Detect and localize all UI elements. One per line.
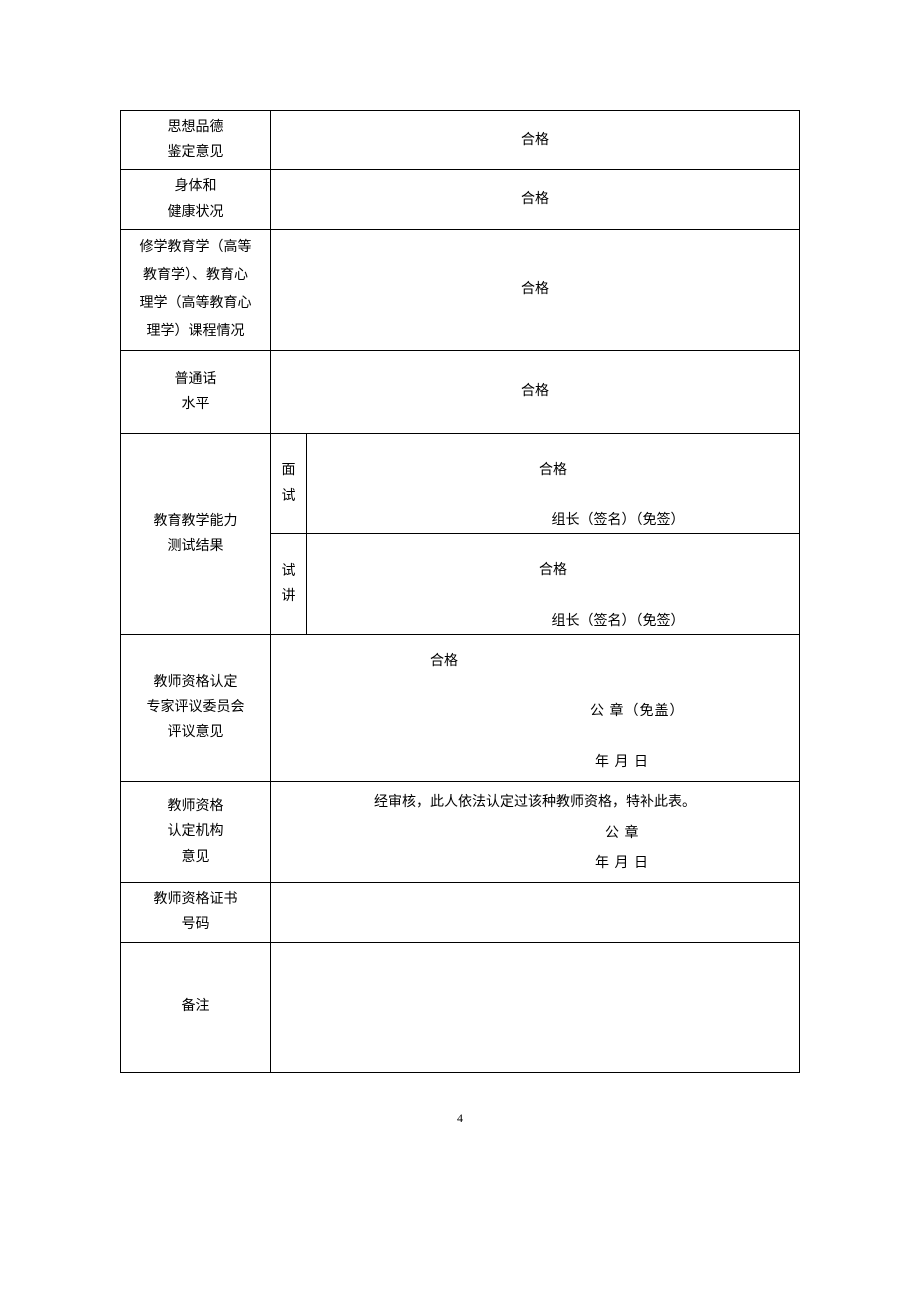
courses-label-3: 理学（高等教育心: [140, 296, 252, 311]
row-cert-number: 教师资格证书 号码: [121, 883, 800, 942]
health-label-2: 健康状况: [168, 205, 224, 220]
row-agency: 教师资格 认定机构 意见 经审核，此人依法认定过该种教师资格，特补此表。 公 章…: [121, 781, 800, 882]
row-committee: 教师资格认定 专家评议委员会 评议意见 合格 公 章（免盖） 年 月 日: [121, 634, 800, 781]
moral-label-2: 鉴定意见: [168, 145, 224, 160]
courses-label-1: 修学教育学（高等: [140, 240, 252, 255]
agency-seal: 公 章: [275, 819, 795, 850]
row-interview: 教育教学能力 测试结果 面 试 合格 组长（签名）（免签）: [121, 433, 800, 534]
interview-value: 合格: [311, 458, 795, 483]
teaching-label-2: 测试结果: [168, 539, 224, 554]
agency-label-3: 意见: [182, 850, 210, 865]
moral-label-1: 思想品德: [168, 120, 224, 135]
certification-table: 思想品德 鉴定意见 合格 身体和 健康状况 合格 修学教育学（高等 教育学）、教…: [120, 110, 800, 1073]
courses-label-2: 教育学）、教育心: [143, 268, 248, 283]
certnum-value: [271, 883, 800, 942]
committee-label-3: 评议意见: [168, 725, 224, 740]
agency-label-1: 教师资格: [168, 799, 224, 814]
committee-label-1: 教师资格认定: [154, 675, 238, 690]
interview-sublabel-1: 面: [282, 463, 296, 478]
committee-value: 合格: [275, 649, 795, 674]
interview-sign: 组长（签名）（免签）: [311, 508, 795, 533]
mandarin-value: 合格: [271, 350, 800, 433]
agency-date: 年 月 日: [275, 849, 795, 880]
row-health: 身体和 健康状况 合格: [121, 170, 800, 229]
committee-seal: 公 章（免盖）: [275, 699, 795, 724]
page-number: 4: [120, 1111, 800, 1126]
lecture-sign: 组长（签名）（免签）: [311, 609, 795, 634]
remarks-value: [271, 942, 800, 1072]
agency-statement: 经审核，此人依法认定过该种教师资格，特补此表。: [275, 788, 795, 819]
lecture-sublabel-2: 讲: [282, 589, 296, 604]
lecture-value: 合格: [311, 558, 795, 583]
health-label-1: 身体和: [175, 179, 217, 194]
mandarin-label-1: 普通话: [175, 372, 217, 387]
agency-label-2: 认定机构: [168, 824, 224, 839]
teaching-label-1: 教育教学能力: [154, 514, 238, 529]
certnum-label-2: 号码: [182, 917, 210, 932]
courses-value: 合格: [271, 229, 800, 350]
moral-value: 合格: [271, 111, 800, 170]
row-remarks: 备注: [121, 942, 800, 1072]
certnum-label-1: 教师资格证书: [154, 892, 238, 907]
committee-label-2: 专家评议委员会: [147, 700, 245, 715]
lecture-sublabel-1: 试: [282, 564, 296, 579]
remarks-label: 备注: [121, 942, 271, 1072]
courses-label-4: 理学）课程情况: [147, 324, 245, 339]
interview-sublabel-2: 试: [282, 489, 296, 504]
health-value: 合格: [271, 170, 800, 229]
committee-date: 年 月 日: [275, 750, 795, 775]
row-mandarin: 普通话 水平 合格: [121, 350, 800, 433]
mandarin-label-2: 水平: [182, 397, 210, 412]
row-moral: 思想品德 鉴定意见 合格: [121, 111, 800, 170]
row-courses: 修学教育学（高等 教育学）、教育心 理学（高等教育心 理学）课程情况 合格: [121, 229, 800, 350]
